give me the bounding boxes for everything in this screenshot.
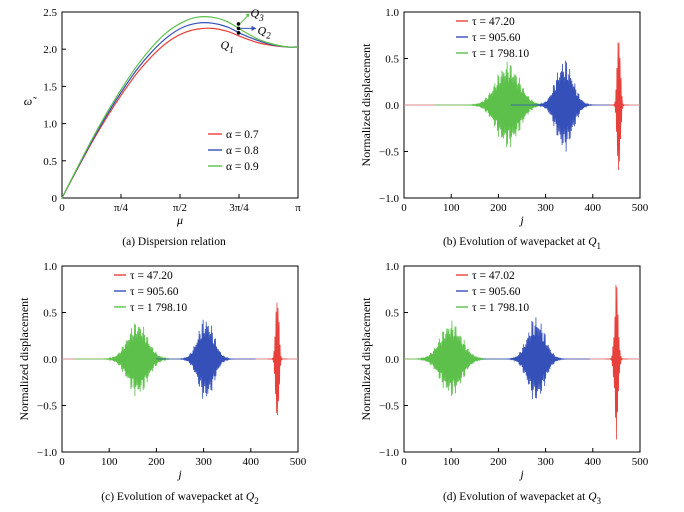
x-tick-label: 0 (59, 202, 65, 214)
arrowhead-q2 (251, 25, 257, 31)
x-tick-label: 300 (537, 456, 554, 468)
y-tick-label: 2.0 (43, 44, 57, 56)
y-tick-label: 0.0 (385, 100, 399, 112)
x-axis-label: j (518, 467, 524, 481)
x-tick-label: 400 (585, 456, 602, 468)
x-axis-label: j (176, 467, 182, 481)
y-tick-label: 0.5 (385, 54, 399, 66)
x-tick-label: 200 (148, 456, 165, 468)
x-tick-label: π/2 (173, 202, 187, 214)
y-axis-label: Normalized displacement (359, 297, 373, 421)
y-tick-label: −1.0 (379, 447, 399, 459)
point-q1 (236, 31, 241, 35)
wavepacket-red (267, 302, 288, 416)
label-q1: Q1 (221, 38, 234, 55)
series-line-alpha-1 (61, 22, 299, 199)
x-tick-label: 100 (101, 456, 118, 468)
x-tick-label: π (295, 202, 301, 214)
y-tick-label: 0.5 (385, 308, 399, 320)
legend-label: τ = 905.60 (472, 32, 521, 44)
y-tick-label: 1.5 (43, 81, 57, 93)
legend-label: τ = 1 798.10 (472, 48, 529, 60)
y-tick-label: 0.5 (43, 308, 57, 320)
legend-label: α = 0.9 (226, 161, 259, 173)
y-tick-label: 1.0 (43, 261, 57, 273)
x-tick-label: 500 (290, 456, 307, 468)
y-tick-label: −0.5 (37, 401, 57, 413)
x-tick-label: 400 (585, 202, 602, 214)
legend-label: τ = 1 798.10 (472, 302, 529, 314)
wavepacket-red (608, 42, 629, 171)
arrowhead-q3 (245, 13, 250, 18)
wavepacket-blue (482, 317, 590, 400)
x-tick-label: 400 (243, 456, 260, 468)
legend-label: α = 0.8 (226, 145, 259, 157)
y-tick-label: 0 (52, 193, 58, 205)
y-axis-label: Normalized displacement (17, 297, 31, 421)
y-tick-label: −0.5 (379, 147, 399, 159)
panel-caption: (d) Evolution of wavepacket at Q3 (443, 491, 602, 506)
x-tick-label: 500 (632, 456, 649, 468)
arrow-q3 (240, 14, 249, 24)
axes-frame (61, 11, 299, 199)
panel-c: 0 100 200 300 400 500 −1.0 −0.5 0.0 0.5 1.0 j Normal… (17, 261, 307, 506)
series-line-alpha-0 (61, 27, 299, 199)
wavepacket-blue (156, 319, 256, 399)
y-tick-label: −1.0 (37, 447, 57, 459)
y-tick-label: 0.0 (385, 354, 399, 366)
x-tick-label: 500 (632, 202, 649, 214)
x-axis-label: μ (176, 213, 183, 227)
legend-label: τ = 1 798.10 (130, 302, 187, 314)
wavepacket-green (404, 320, 520, 396)
panel-caption: (a) Dispersion relation (122, 236, 226, 248)
y-tick-label: 2.5 (43, 7, 57, 19)
panel-caption: (c) Evolution of wavepacket at Q2 (101, 491, 258, 506)
x-tick-label: 200 (490, 456, 507, 468)
legend-label: τ = 47.20 (472, 16, 515, 28)
x-tick-label: 0 (401, 456, 407, 468)
x-tick-label: 0 (59, 456, 65, 468)
x-tick-label: 200 (490, 202, 507, 214)
point-q2 (236, 26, 241, 31)
y-tick-label: −0.5 (379, 401, 399, 413)
series-line-alpha-2 (61, 16, 299, 199)
legend-label: τ = 47.20 (130, 270, 173, 282)
x-tick-label: π/4 (114, 202, 129, 214)
legend-label: α = 0.7 (226, 129, 259, 141)
y-tick-label: 1.0 (385, 261, 399, 273)
label-q3: Q3 (251, 6, 265, 23)
x-tick-label: 100 (443, 202, 460, 214)
y-tick-label: 1.0 (43, 119, 57, 131)
panel-a: 0 π/4 π/2 3π/4 π 0 0.5 1.0 1.5 2.0 2.5 μ ω̃ (a) Dispe… (24, 6, 301, 248)
y-axis-label: Normalized displacement (359, 43, 373, 167)
y-tick-label: 1.0 (385, 7, 399, 19)
panel-d: 0 100 200 300 400 500 −1.0 −0.5 0.0 0.5 1.0 j Normal… (359, 261, 649, 506)
y-tick-label: 0.0 (43, 354, 57, 366)
x-tick-label: 300 (195, 456, 212, 468)
point-q3 (236, 22, 241, 26)
panel-caption: (b) Evolution of wavepacket at Q1 (443, 236, 601, 251)
wavepacket-red (605, 284, 628, 440)
wavepacket-green (73, 324, 202, 397)
legend-label: τ = 905.60 (130, 286, 179, 298)
legend-label: τ = 47.02 (472, 270, 515, 282)
y-tick-label: −1.0 (379, 193, 399, 205)
y-tick-label: 0.5 (43, 156, 57, 168)
x-tick-label: 300 (537, 202, 554, 214)
x-tick-label: 100 (443, 456, 460, 468)
label-q2: Q2 (258, 23, 272, 40)
x-axis-label: j (518, 213, 524, 227)
x-tick-label: 3π/4 (229, 202, 249, 214)
x-tick-label: 0 (401, 202, 407, 214)
wavepacket-blue (510, 60, 619, 152)
y-axis-label: ω̃ (24, 94, 37, 108)
legend-label: τ = 905.60 (472, 286, 521, 298)
panel-b: 0 100 200 300 400 500 −1.0 −0.5 0.0 0.5 1.0 j Normal… (359, 7, 649, 251)
